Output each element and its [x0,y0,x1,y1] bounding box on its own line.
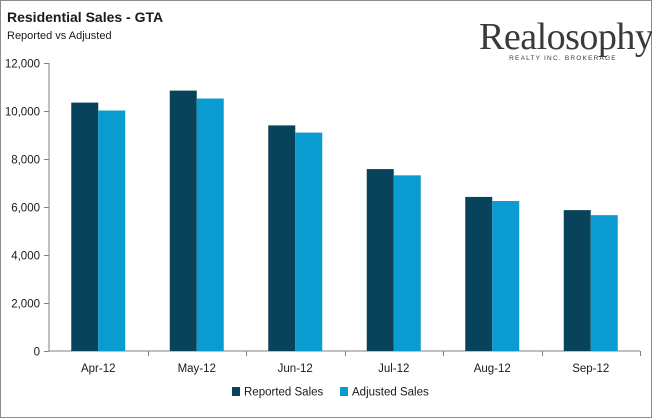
y-tick-label: 0 [34,347,40,359]
chart-title: Residential Sales - GTA [7,9,164,25]
bar-adjusted-sales [393,175,421,351]
y-tick-label: 4,000 [11,251,40,263]
bar-adjusted-sales [590,215,618,351]
bar-adjusted-sales [196,98,224,352]
legend-swatch [232,387,240,396]
y-tick-label: 8,000 [11,155,40,167]
y-tick-label: 2,000 [11,299,40,311]
x-tick-label: Sep-12 [572,363,609,375]
realosophy-logo: Realosophy REALTY INC. BROKERAGE [479,16,652,62]
y-tick-label: 10,000 [5,107,40,119]
x-tick-label: Jun-12 [278,363,313,375]
chart-subtitle: Reported vs Adjusted [7,30,112,42]
bar-reported-sales [71,102,99,351]
x-tick-label: May-12 [178,363,216,375]
y-tick-label: 6,000 [11,203,40,215]
legend-label: Reported Sales [244,387,324,399]
bar-reported-sales [563,210,591,351]
logo-wordmark: Realosophy [479,16,652,58]
bar-adjusted-sales [98,110,126,352]
bar-reported-sales [268,125,296,352]
bar-reported-sales [465,196,493,351]
x-tick-label: Apr-12 [81,363,116,375]
x-tick-label: Aug-12 [474,363,511,375]
bar-adjusted-sales [492,201,520,351]
bar-reported-sales [366,169,394,351]
legend-swatch [340,387,348,396]
x-tick-label: Jul-12 [378,363,409,375]
logo-tagline: REALTY INC. BROKERAGE [509,55,617,62]
bar-adjusted-sales [295,132,323,351]
bar-reported-sales [169,90,197,351]
y-tick-label: 12,000 [5,59,40,71]
legend-label: Adjusted Sales [352,387,429,399]
